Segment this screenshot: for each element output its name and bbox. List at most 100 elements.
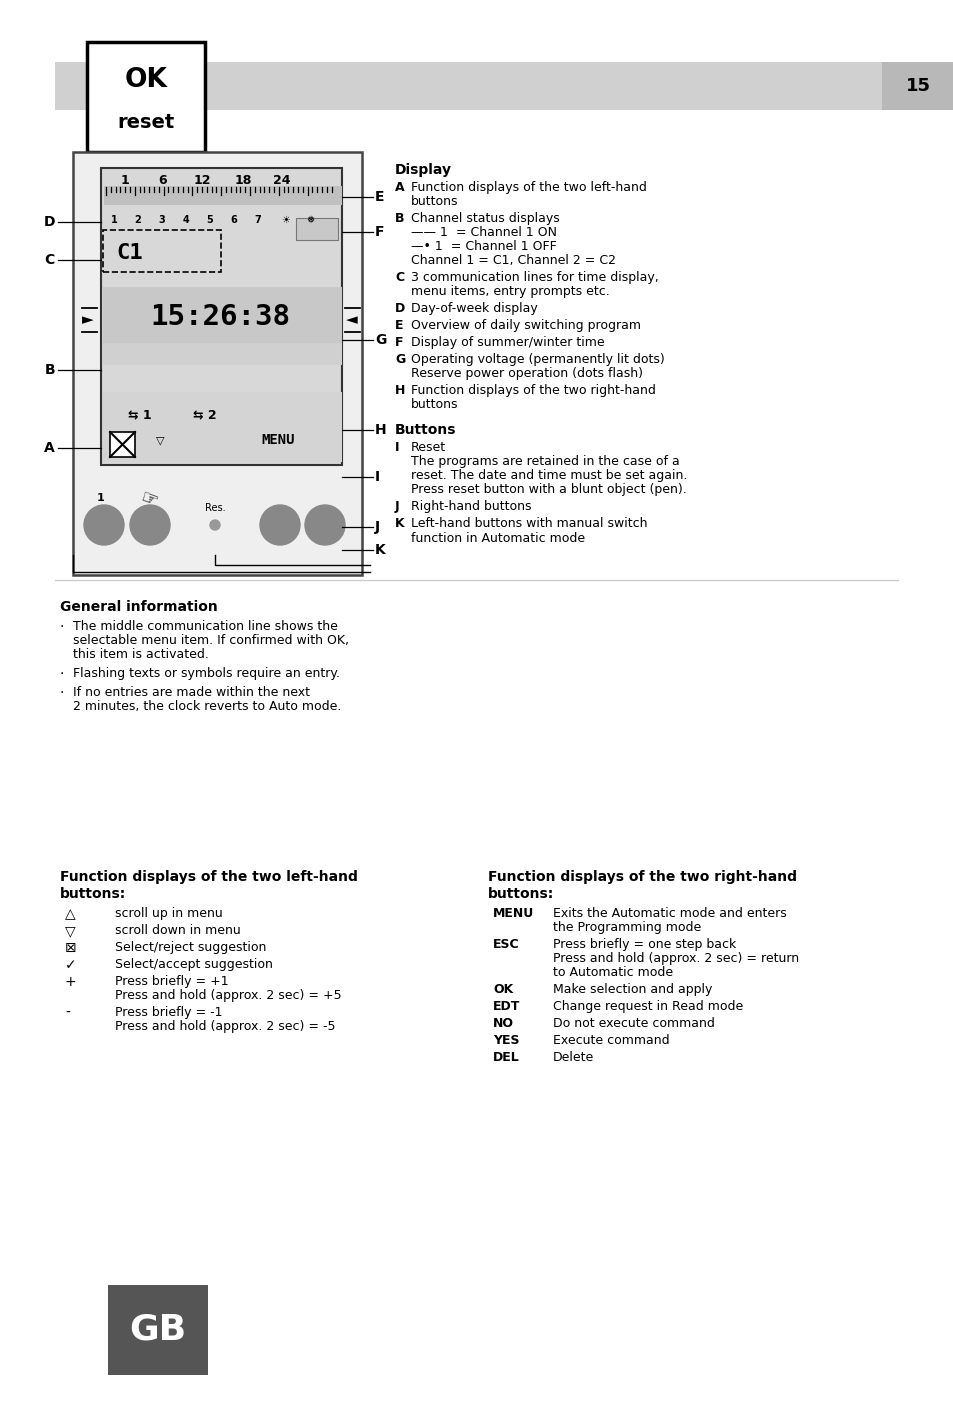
- Text: C1: C1: [116, 243, 143, 263]
- Text: Change request in Read mode: Change request in Read mode: [553, 1000, 742, 1013]
- Text: ✓: ✓: [65, 958, 76, 972]
- Text: Delete: Delete: [553, 1051, 594, 1064]
- Text: 6: 6: [158, 173, 167, 187]
- Text: Press reset button with a blunt object (pen).: Press reset button with a blunt object (…: [411, 483, 686, 496]
- Text: Function displays of the two right-hand: Function displays of the two right-hand: [411, 384, 656, 398]
- Text: MENU: MENU: [261, 433, 294, 447]
- Text: The programs are retained in the case of a: The programs are retained in the case of…: [411, 455, 679, 468]
- Bar: [101, 169, 341, 465]
- Text: YES: YES: [493, 1034, 519, 1047]
- Text: J: J: [395, 500, 399, 513]
- Text: —— 1  = Channel 1 ON: —— 1 = Channel 1 ON: [411, 226, 557, 239]
- Text: The middle communication line shows the: The middle communication line shows the: [73, 620, 337, 634]
- Text: G: G: [395, 353, 405, 365]
- Text: 3: 3: [158, 215, 165, 225]
- Bar: [103, 343, 341, 365]
- Text: ·: ·: [60, 686, 64, 700]
- Text: -: -: [65, 1006, 70, 1020]
- Text: △: △: [65, 908, 75, 922]
- Text: Overview of daily switching program: Overview of daily switching program: [411, 319, 640, 332]
- Text: D: D: [44, 215, 55, 229]
- Text: buttons:: buttons:: [488, 887, 554, 901]
- Text: OK: OK: [493, 983, 513, 996]
- Text: Execute command: Execute command: [553, 1034, 669, 1047]
- Text: K: K: [395, 517, 404, 530]
- Bar: [103, 392, 341, 462]
- Text: I: I: [375, 471, 379, 483]
- Text: Function displays of the two right-hand: Function displays of the two right-hand: [488, 870, 796, 884]
- Text: MENU: MENU: [493, 908, 534, 920]
- Text: Press and hold (approx. 2 sec) = +5: Press and hold (approx. 2 sec) = +5: [115, 989, 341, 1002]
- Text: ☞: ☞: [137, 488, 160, 511]
- Text: +: +: [65, 975, 76, 989]
- Text: Channel status displays: Channel status displays: [411, 212, 559, 225]
- Text: H: H: [395, 384, 405, 398]
- Text: F: F: [395, 336, 403, 348]
- Text: Reset: Reset: [411, 441, 446, 454]
- Circle shape: [260, 504, 299, 545]
- Text: 1: 1: [111, 215, 117, 225]
- Text: ◄: ◄: [346, 312, 357, 327]
- Text: Exits the Automatic mode and enters: Exits the Automatic mode and enters: [553, 908, 786, 920]
- Text: ESC: ESC: [493, 939, 519, 951]
- Text: to Automatic mode: to Automatic mode: [553, 967, 673, 979]
- Text: Press and hold (approx. 2 sec) = return: Press and hold (approx. 2 sec) = return: [553, 953, 799, 965]
- Text: Day-of-week display: Day-of-week display: [411, 302, 537, 315]
- Circle shape: [305, 504, 345, 545]
- Text: ►: ►: [82, 312, 93, 327]
- Text: 15: 15: [904, 77, 929, 96]
- Text: selectable menu item. If confirmed with OK,: selectable menu item. If confirmed with …: [73, 634, 349, 646]
- Text: ·: ·: [60, 667, 64, 681]
- Text: 6: 6: [231, 215, 237, 225]
- Text: this item is activated.: this item is activated.: [73, 648, 209, 660]
- Text: Function displays of the two left-hand: Function displays of the two left-hand: [411, 181, 646, 194]
- Text: OK: OK: [125, 67, 168, 93]
- Text: menu items, entry prompts etc.: menu items, entry prompts etc.: [411, 285, 609, 298]
- Text: C: C: [395, 271, 404, 284]
- Text: 12: 12: [193, 173, 211, 187]
- Text: If no entries are made within the next: If no entries are made within the next: [73, 686, 310, 700]
- Text: F: F: [375, 225, 384, 239]
- Text: ·: ·: [60, 620, 64, 634]
- Bar: [882, 62, 953, 110]
- Text: C: C: [45, 253, 55, 267]
- Text: Press briefly = +1: Press briefly = +1: [115, 975, 229, 988]
- Text: ❅: ❅: [306, 215, 314, 225]
- Text: E: E: [375, 190, 384, 204]
- Text: Press briefly = -1: Press briefly = -1: [115, 1006, 222, 1019]
- Text: Res.: Res.: [205, 503, 225, 513]
- Text: ▽: ▽: [65, 924, 75, 939]
- Text: 5: 5: [207, 215, 213, 225]
- Bar: [55, 62, 112, 110]
- Text: 7: 7: [254, 215, 261, 225]
- Text: 24: 24: [273, 173, 291, 187]
- Text: Display: Display: [395, 163, 452, 177]
- Text: Display of summer/winter time: Display of summer/winter time: [411, 336, 604, 348]
- Text: B: B: [45, 362, 55, 377]
- Text: ☀: ☀: [281, 215, 290, 225]
- Text: DEL: DEL: [493, 1051, 519, 1064]
- Text: the Programming mode: the Programming mode: [553, 922, 700, 934]
- Bar: [87, 42, 205, 152]
- Text: 3 communication lines for time display,: 3 communication lines for time display,: [411, 271, 659, 284]
- Circle shape: [84, 504, 124, 545]
- Circle shape: [210, 520, 220, 530]
- Text: General information: General information: [60, 600, 217, 614]
- Text: A: A: [395, 181, 404, 194]
- Text: B: B: [395, 212, 404, 225]
- Text: J: J: [375, 520, 379, 534]
- Text: Left-hand buttons with manual switch
function in Automatic mode: Left-hand buttons with manual switch fun…: [411, 517, 647, 545]
- Text: Do not execute command: Do not execute command: [553, 1017, 714, 1030]
- Circle shape: [130, 504, 170, 545]
- Text: ⇆ 1: ⇆ 1: [128, 409, 152, 422]
- Text: Channel 1 = C1, Channel 2 = C2: Channel 1 = C1, Channel 2 = C2: [411, 254, 616, 267]
- Text: reset: reset: [117, 112, 174, 132]
- Text: Reserve power operation (dots flash): Reserve power operation (dots flash): [411, 367, 642, 379]
- Bar: [295, 218, 337, 240]
- Text: buttons: buttons: [411, 398, 458, 412]
- Text: 1: 1: [97, 493, 105, 503]
- Text: 2: 2: [134, 215, 141, 225]
- Text: Select/accept suggestion: Select/accept suggestion: [115, 958, 273, 971]
- Text: E: E: [395, 319, 403, 332]
- Text: Select/reject suggestion: Select/reject suggestion: [115, 941, 266, 954]
